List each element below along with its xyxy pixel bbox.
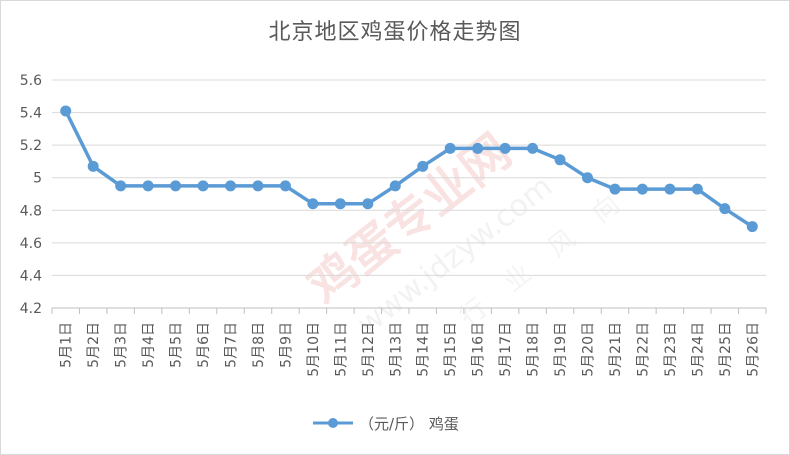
data-point (225, 180, 236, 192)
x-tick-label: 5月16日 (471, 322, 487, 377)
x-tick-label: 5月7日 (224, 322, 240, 368)
y-tick-label: 4.8 (20, 203, 42, 219)
x-tick-label: 5月20日 (581, 322, 597, 377)
data-point (334, 198, 346, 210)
y-axis: 4.2 4.4 4.6 4.8 5 5.2 5.4 5.6 (20, 73, 42, 317)
x-tick-label: 5月15日 (443, 322, 459, 377)
y-tick-label: 5.4 (20, 106, 42, 122)
data-point (664, 183, 676, 195)
x-tick-label: 5月13日 (388, 322, 404, 377)
data-point (197, 180, 209, 192)
series-egg-price (60, 105, 758, 233)
legend: （元/斤） 鸡蛋 (313, 415, 459, 433)
data-point (691, 183, 703, 195)
data-point (389, 180, 401, 192)
x-tick-label: 5月26日 (745, 322, 761, 377)
x-tick-label: 5月6日 (196, 322, 212, 368)
y-tick-label: 5.6 (20, 73, 42, 89)
data-point (115, 180, 127, 192)
y-tick-label: 5.2 (20, 138, 42, 154)
x-tick-label: 5月5日 (169, 322, 185, 368)
x-tick-label: 5月3日 (114, 322, 130, 368)
x-tick-label: 5月8日 (251, 322, 267, 368)
data-point (279, 180, 291, 192)
y-tick-label: 4.4 (20, 268, 42, 284)
x-tick-label: 5月19日 (553, 322, 569, 377)
data-point (60, 105, 72, 117)
x-tick-label: 5月4日 (141, 322, 157, 368)
x-tick-label: 5月1日 (59, 322, 75, 368)
x-tick-label: 5月14日 (416, 322, 432, 377)
data-point (746, 221, 758, 233)
data-point (362, 198, 374, 210)
x-tick-label: 5月17日 (498, 322, 514, 377)
data-point (252, 180, 264, 192)
data-point (499, 142, 511, 154)
gridlines (52, 79, 766, 309)
y-tick-label: 4.2 (20, 301, 42, 317)
data-point (719, 203, 731, 215)
data-point (142, 180, 154, 192)
x-tick-label: 5月18日 (526, 322, 542, 377)
x-tick-label: 5月2日 (86, 322, 102, 368)
x-tick-label: 5月21日 (608, 322, 624, 377)
data-point (609, 183, 621, 195)
data-point (307, 198, 319, 210)
series-line (64, 110, 754, 229)
x-tick-label: 5月10日 (306, 322, 322, 377)
legend-marker (328, 418, 338, 428)
x-tick-label: 5月9日 (278, 322, 294, 368)
x-tick-label: 5月22日 (635, 322, 651, 377)
x-tick-label: 5月23日 (663, 322, 679, 377)
data-point (87, 160, 99, 172)
x-tick-label: 5月25日 (718, 322, 734, 377)
x-tick-label: 5月11日 (333, 322, 349, 377)
data-point (554, 154, 566, 166)
x-tick-label: 5月24日 (690, 322, 706, 377)
chart-title: 北京地区鸡蛋价格走势图 (268, 20, 522, 45)
data-point (472, 142, 484, 154)
y-tick-label: 4.6 (20, 236, 42, 252)
legend-label: （元/斤） 鸡蛋 (359, 415, 459, 433)
data-point (417, 160, 429, 172)
y-tick-label: 5 (33, 171, 42, 187)
data-point (170, 180, 182, 192)
data-point (582, 172, 593, 184)
data-point (636, 183, 648, 195)
data-point (527, 142, 539, 154)
data-point (444, 142, 456, 154)
x-axis: 5月1日 5月2日 5月3日 5月4日 5月5日 5月6日 5月7日 5月8日 5月9日 5月10… (51, 307, 767, 377)
x-tick-label: 5月12日 (361, 322, 377, 377)
